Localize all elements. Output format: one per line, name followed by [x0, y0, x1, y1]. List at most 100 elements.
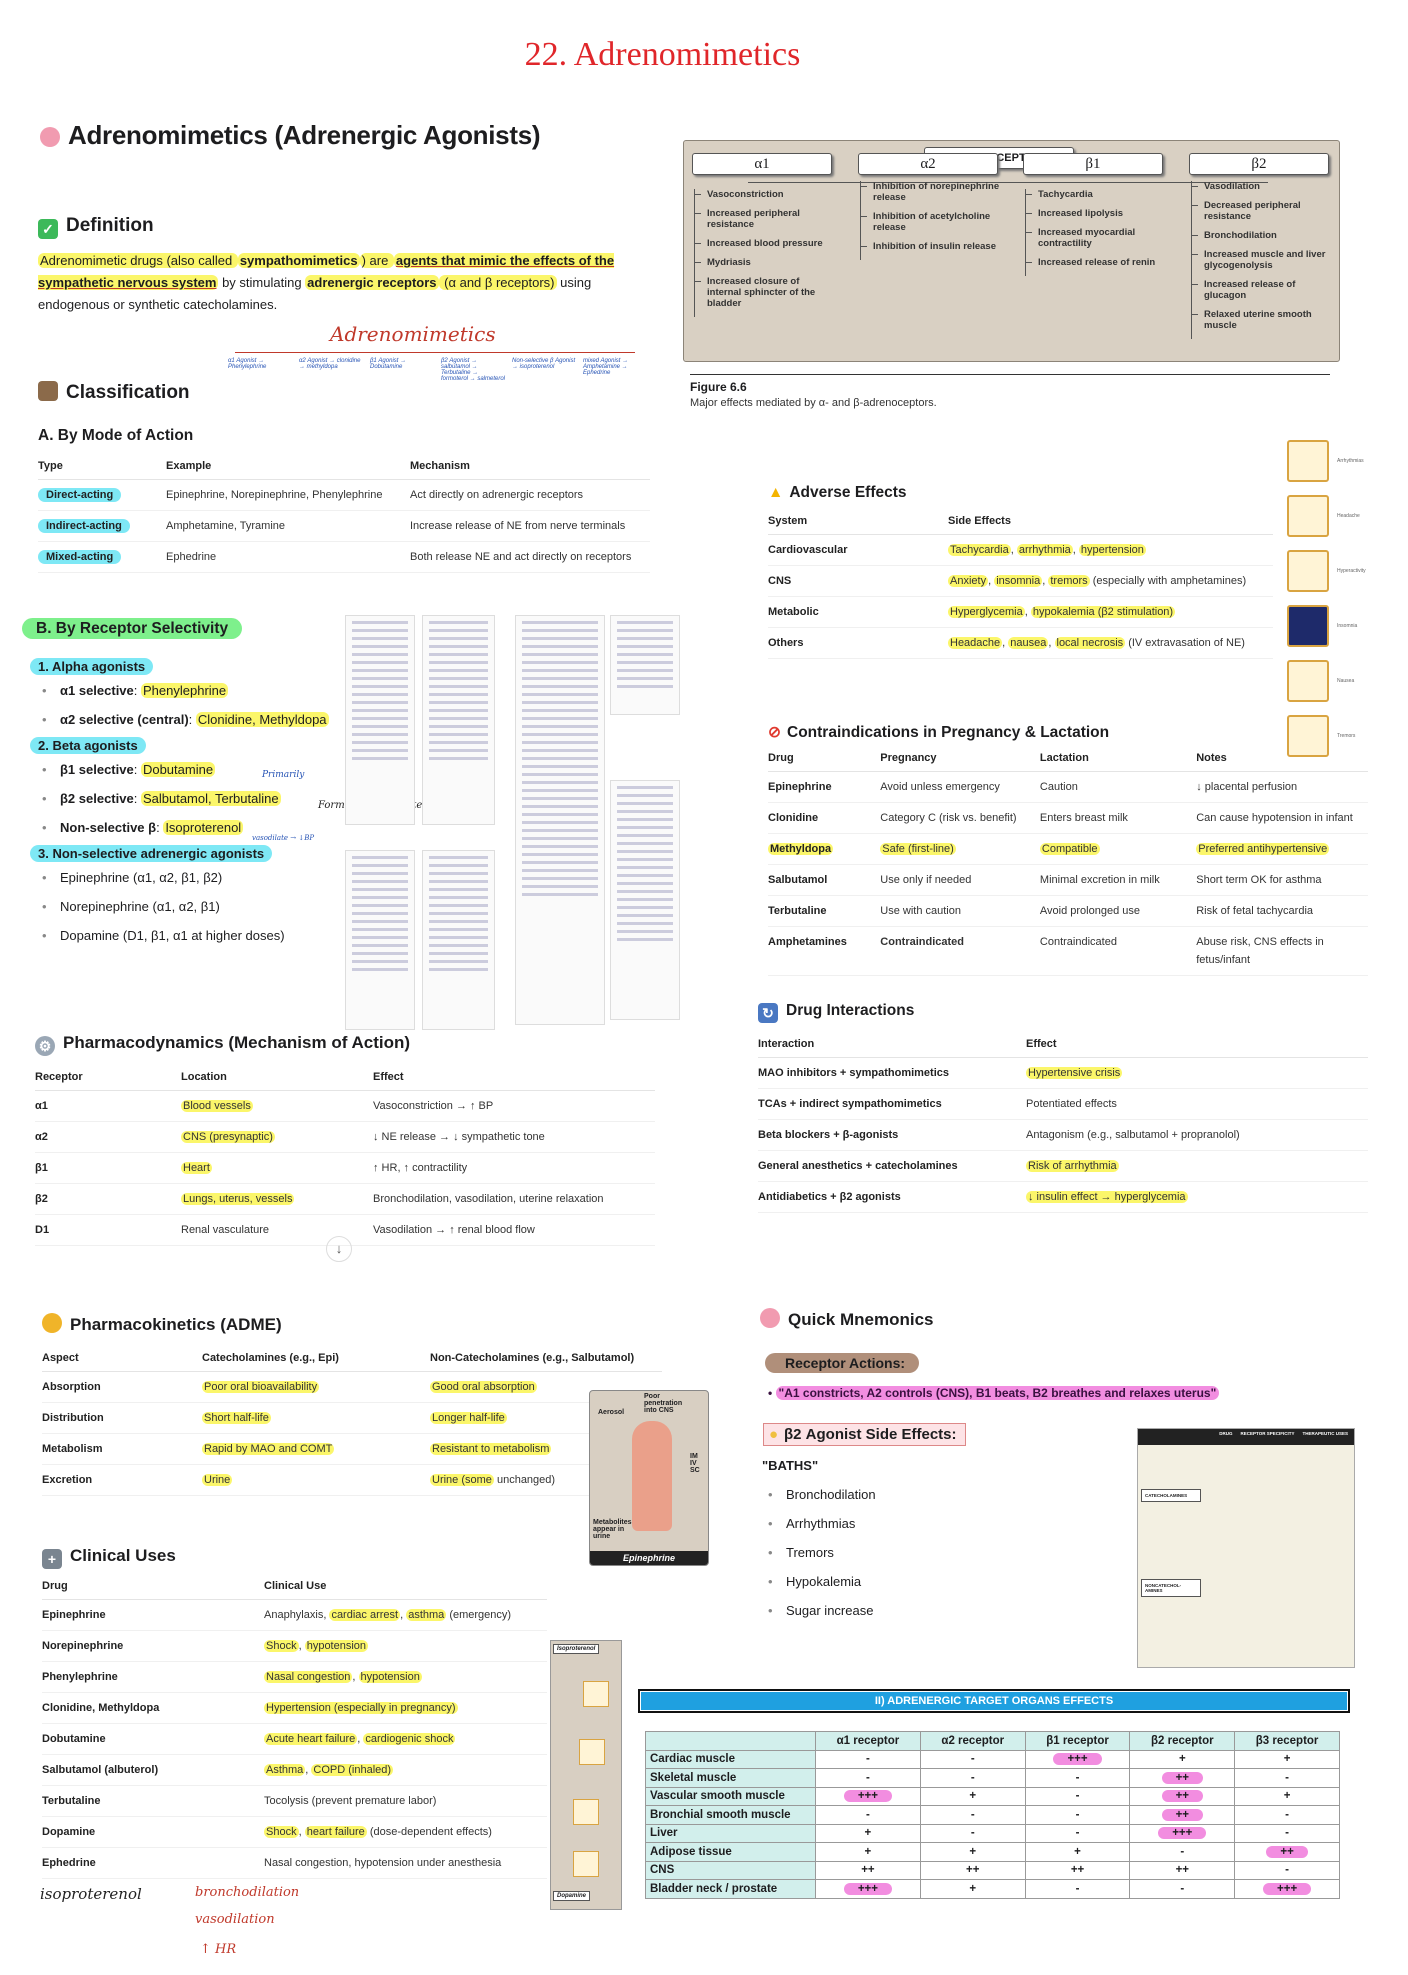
scroll-down-button[interactable]: ↓ — [326, 1236, 352, 1262]
fig-label: Metabolites appear in urine — [593, 1519, 632, 1540]
selectivity-heading: B. By Receptor Selectivity — [22, 618, 243, 639]
receptor-effect: Increased muscle and liver glycogenolysi… — [1192, 249, 1331, 271]
hdr: DRUG — [1219, 1431, 1233, 1436]
icon-label: Arrhythmias — [1337, 458, 1364, 464]
table-cell: Methyldopa — [768, 833, 881, 865]
receptor-effect: Inhibition of norepinephrine release — [861, 181, 1000, 203]
table-cell: α1 — [35, 1090, 181, 1122]
baths-item: Sugar increase — [768, 1596, 876, 1625]
text-segment: , — [352, 1671, 359, 1683]
clinical-heading-text: Clinical Uses — [70, 1546, 176, 1565]
item-drugs: Dopamine (D1, β1, α1 at higher doses) — [60, 928, 285, 943]
organ-name: Cardiac muscle — [645, 1749, 816, 1769]
tree-branch: β2 Agonist → salbutamol → Terbutaline → … — [441, 358, 506, 382]
item-label: α1 selective — [60, 683, 134, 698]
table-row: Indirect-acting Amphetamine, Tyramine Incr… — [38, 510, 650, 542]
table-row: Phenylephrine Nasal congestion, hypotensi… — [42, 1661, 547, 1693]
cell-value: - — [865, 1808, 870, 1821]
text-segment: Urine (some — [430, 1474, 494, 1486]
table-cell: Use only if needed — [880, 864, 1040, 896]
text-segment: Short half-life — [202, 1412, 271, 1424]
baths-item: Hypokalemia — [768, 1567, 876, 1596]
effect-cell: + — [815, 1842, 921, 1862]
column-header: Drug — [768, 752, 881, 772]
table-cell: Headache, nausea, local necrosis (IV ext… — [948, 627, 1273, 659]
cell-value: - — [1285, 1827, 1290, 1840]
table-cell: Contraindicated — [880, 926, 1040, 976]
receptor-actions-label: Receptor Actions: — [765, 1353, 920, 1373]
organ-column-header: α1 receptor — [815, 1731, 921, 1751]
effect-cell: ++ — [1129, 1860, 1236, 1880]
interactions-heading: ↻ Drug Interactions — [758, 1002, 914, 1023]
table-row: Norepinephrine Shock, hypotension — [42, 1630, 547, 1662]
icon-label: Insomnia — [1337, 623, 1358, 629]
text-segment: (α and β receptors) — [438, 275, 557, 290]
definition-heading: ✓ Definition — [38, 215, 154, 239]
table-cell: Anxiety, insomnia, tremors (especially w… — [948, 565, 1273, 597]
cell-value: +++ — [843, 1882, 892, 1895]
cell-value: CNS — [650, 1864, 675, 1877]
text-segment: (emergency) — [446, 1609, 512, 1621]
cell-value: Liver — [650, 1827, 678, 1840]
table-cell: Hypertension (especially in pregnancy) — [264, 1692, 547, 1724]
textbook-page-thumbnail — [610, 615, 680, 715]
table-cell: Excretion — [42, 1464, 202, 1496]
table-row: Methyldopa Safe (first-line) Compatible Pre… — [768, 833, 1368, 865]
fig-label: IM IV SC — [690, 1453, 700, 1474]
table-cell: Poor oral bioavailability — [202, 1371, 430, 1403]
cell-value: +++ — [1158, 1827, 1207, 1840]
type-badge: Indirect-acting — [38, 519, 130, 533]
table-cell: Nasal congestion, hypotension — [264, 1661, 547, 1693]
cell-value: - — [1075, 1882, 1080, 1895]
cell-value: - — [1180, 1882, 1185, 1895]
table-cell: Dobutamine — [42, 1723, 264, 1755]
table-cell: Tocolysis (prevent premature labor) — [264, 1785, 547, 1817]
warning-icon: ▲ — [768, 484, 784, 501]
text-segment: cardiac arrest — [329, 1609, 401, 1621]
text-segment: , — [305, 1764, 312, 1776]
hospital-icon: + — [42, 1549, 62, 1569]
definition-text: Adrenomimetic drugs (also called sympath… — [38, 250, 628, 316]
cell-value: ++ — [1161, 1771, 1204, 1784]
insomnia-icon — [1287, 605, 1329, 647]
text-segment: Headache — [948, 637, 1003, 649]
page-title: 22. Adrenomimetics — [524, 36, 801, 73]
pharmacokinetics-table: Aspect Catecholamines (e.g., Epi) Non-Cate… — [42, 1352, 662, 1496]
table-row: Antidiabetics + β2 agonists ↓ insulin eff… — [758, 1181, 1368, 1213]
effect-cell: - — [1024, 1879, 1131, 1899]
table-cell: Both release NE and act directly on rece… — [410, 541, 650, 573]
baths-item: Bronchodilation — [768, 1480, 876, 1509]
receptor-effect: Increased release of glucagon — [1192, 279, 1331, 301]
note-primarily: Primarily — [262, 770, 305, 780]
table-cell: Epinephrine — [768, 771, 881, 803]
figure-rule — [690, 374, 1330, 375]
type-badge: Direct-acting — [38, 488, 122, 502]
column-header: Effect — [1026, 1038, 1368, 1058]
effect-cell: + — [1234, 1786, 1340, 1806]
receptor-actions-mnemonic: • "A1 constricts, A2 controls (CNS), B1 … — [768, 1386, 1220, 1400]
text-segment: Hyperglycemia — [948, 606, 1025, 618]
group-label: CATECHOLAMINES — [1141, 1489, 1201, 1502]
organ-effects-table: α1 receptor α2 receptor β1 receptor β2 rece… — [645, 1731, 1340, 1899]
receptor-effect: Mydriasis — [695, 257, 834, 268]
table-cell: Asthma, COPD (inhaled) — [264, 1754, 547, 1786]
table-row: Excretion Urine Urine (some unchanged) — [42, 1464, 662, 1496]
mnemonics-heading-text: Quick Mnemonics — [788, 1310, 934, 1329]
effect-cell: - — [919, 1768, 1026, 1788]
effect-cell: +++ — [1234, 1879, 1340, 1899]
fig-label: Poor penetration into CNS — [644, 1393, 683, 1414]
table-cell: Acute heart failure, cardiogenic shock — [264, 1723, 547, 1755]
cell-value: + — [969, 1845, 977, 1858]
mode-heading: A. By Mode of Action — [38, 427, 194, 444]
text-segment: Hypertension (especially in pregnancy) — [264, 1702, 458, 1714]
cell-value: + — [1283, 1790, 1291, 1803]
cell-value: + — [1074, 1845, 1081, 1858]
receptor-effect: Increased closure of internal sphincter … — [695, 276, 834, 309]
organ-banner: II) ADRENERGIC TARGET ORGANS EFFECTS — [638, 1689, 1350, 1713]
organ-row: Bladder neck / prostate +++ + - - +++ — [645, 1879, 1340, 1899]
textbook-thumbnails — [345, 615, 680, 1030]
column-header: Mechanism — [410, 460, 650, 480]
organ-row: Skeletal muscle - - - ++ - — [645, 1768, 1340, 1788]
cell-value: - — [970, 1753, 975, 1766]
figure-caption: Major effects mediated by α- and β-adren… — [690, 397, 937, 409]
